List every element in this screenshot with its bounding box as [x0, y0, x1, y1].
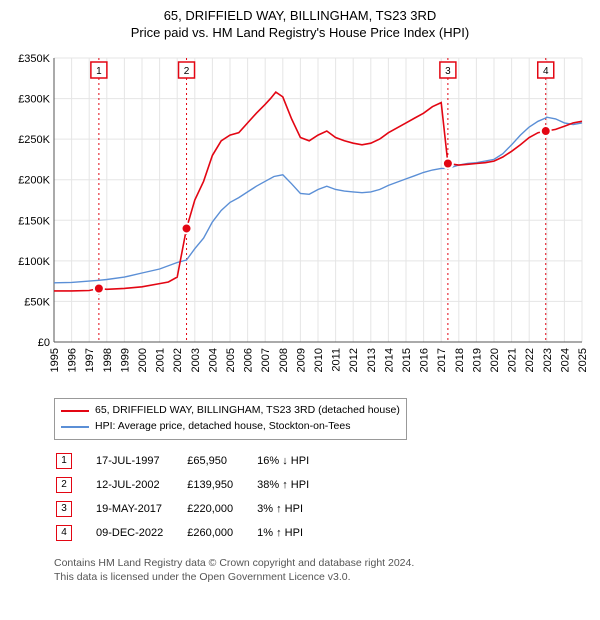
chart-title-sub: Price paid vs. HM Land Registry's House … [12, 25, 588, 40]
svg-text:2001: 2001 [155, 348, 167, 372]
svg-text:£350K: £350K [18, 53, 50, 65]
svg-text:1998: 1998 [102, 348, 114, 372]
event-delta: 3% ↑ HPI [257, 498, 331, 520]
svg-text:£50K: £50K [24, 296, 50, 308]
svg-text:2018: 2018 [454, 348, 466, 372]
event-price: £260,000 [187, 522, 255, 544]
attribution-line-2: This data is licensed under the Open Gov… [54, 570, 588, 584]
legend-label-b: HPI: Average price, detached house, Stoc… [95, 419, 350, 435]
svg-text:2000: 2000 [137, 348, 149, 372]
svg-text:2019: 2019 [471, 348, 483, 372]
event-row: 3 19-MAY-2017£220,0003% ↑ HPI [56, 498, 331, 520]
event-date: 12-JUL-2002 [96, 474, 185, 496]
svg-text:2025: 2025 [577, 348, 588, 372]
event-price: £65,950 [187, 450, 255, 472]
svg-text:3: 3 [445, 66, 451, 77]
svg-text:£150K: £150K [18, 215, 50, 227]
event-row: 1 17-JUL-1997£65,95016% ↓ HPI [56, 450, 331, 472]
svg-text:2021: 2021 [507, 348, 519, 372]
svg-text:£0: £0 [38, 337, 50, 349]
svg-text:2024: 2024 [559, 348, 571, 372]
svg-text:2007: 2007 [260, 348, 272, 372]
chart-title-block: 65, DRIFFIELD WAY, BILLINGHAM, TS23 3RD … [12, 8, 588, 40]
attribution-line-1: Contains HM Land Registry data © Crown c… [54, 556, 588, 570]
legend-label-a: 65, DRIFFIELD WAY, BILLINGHAM, TS23 3RD … [95, 403, 400, 419]
svg-text:2004: 2004 [207, 348, 219, 372]
legend-row-series-a: 65, DRIFFIELD WAY, BILLINGHAM, TS23 3RD … [61, 403, 400, 419]
event-row: 2 12-JUL-2002£139,95038% ↑ HPI [56, 474, 331, 496]
svg-text:£300K: £300K [18, 94, 50, 106]
event-row: 4 09-DEC-2022£260,0001% ↑ HPI [56, 522, 331, 544]
event-price: £139,950 [187, 474, 255, 496]
svg-text:£100K: £100K [18, 256, 50, 268]
legend-swatch-b [61, 426, 89, 428]
svg-text:2013: 2013 [366, 348, 378, 372]
svg-text:2: 2 [184, 66, 190, 77]
svg-text:2003: 2003 [190, 348, 202, 372]
svg-text:1999: 1999 [119, 348, 131, 372]
svg-text:2010: 2010 [313, 348, 325, 372]
svg-text:2014: 2014 [383, 348, 395, 372]
event-marker-icon: 4 [56, 525, 72, 541]
event-delta: 16% ↓ HPI [257, 450, 331, 472]
event-delta: 38% ↑ HPI [257, 474, 331, 496]
legend-swatch-a [61, 410, 89, 412]
svg-text:2023: 2023 [542, 348, 554, 372]
svg-text:£200K: £200K [18, 175, 50, 187]
svg-text:2006: 2006 [243, 348, 255, 372]
event-date: 19-MAY-2017 [96, 498, 185, 520]
svg-text:2020: 2020 [489, 348, 501, 372]
event-date: 17-JUL-1997 [96, 450, 185, 472]
svg-text:1995: 1995 [49, 348, 61, 372]
event-date: 09-DEC-2022 [96, 522, 185, 544]
chart-title-main: 65, DRIFFIELD WAY, BILLINGHAM, TS23 3RD [12, 8, 588, 23]
event-delta: 1% ↑ HPI [257, 522, 331, 544]
event-marker-icon: 2 [56, 477, 72, 493]
svg-text:2011: 2011 [331, 348, 343, 372]
svg-text:2022: 2022 [524, 348, 536, 372]
svg-text:2008: 2008 [278, 348, 290, 372]
event-marker-icon: 1 [56, 453, 72, 469]
svg-text:2005: 2005 [225, 348, 237, 372]
svg-text:2009: 2009 [295, 348, 307, 372]
event-price: £220,000 [187, 498, 255, 520]
svg-text:1997: 1997 [84, 348, 96, 372]
svg-text:1996: 1996 [67, 348, 79, 372]
svg-text:1: 1 [96, 66, 102, 77]
svg-text:£250K: £250K [18, 134, 50, 146]
svg-text:2017: 2017 [436, 348, 448, 372]
events-table: 1 17-JUL-1997£65,95016% ↓ HPI 2 12-JUL-2002… [54, 448, 333, 546]
attribution-block: Contains HM Land Registry data © Crown c… [54, 556, 588, 584]
line-chart-svg: £0 £50K £100K £150K £200K £250K £300K £350K 1995… [12, 50, 588, 390]
svg-text:4: 4 [543, 66, 549, 77]
legend-row-series-b: HPI: Average price, detached house, Stoc… [61, 419, 400, 435]
legend: 65, DRIFFIELD WAY, BILLINGHAM, TS23 3RD … [54, 398, 407, 440]
svg-text:2012: 2012 [348, 348, 360, 372]
svg-text:2016: 2016 [419, 348, 431, 372]
svg-text:2015: 2015 [401, 348, 413, 372]
chart-area: £0 £50K £100K £150K £200K £250K £300K £350K 1995… [12, 50, 588, 390]
event-marker-icon: 3 [56, 501, 72, 517]
svg-text:2002: 2002 [172, 348, 184, 372]
